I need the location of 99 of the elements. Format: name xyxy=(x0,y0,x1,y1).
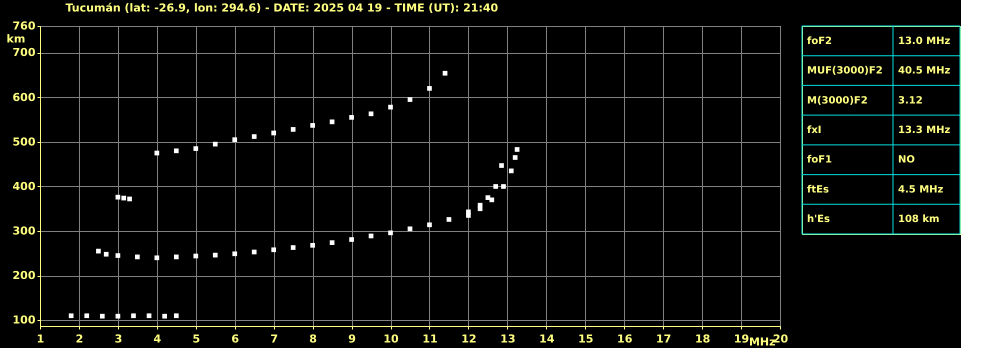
point xyxy=(271,130,276,136)
y-tick-label: 760 xyxy=(12,20,36,32)
y-axis-title: km xyxy=(6,32,26,46)
point xyxy=(349,115,354,120)
point xyxy=(174,148,179,154)
point xyxy=(514,147,520,152)
point xyxy=(252,250,257,254)
x-tick-label: 4 xyxy=(154,332,162,346)
point xyxy=(349,237,354,242)
point xyxy=(388,230,393,236)
y-tick-label: 200 xyxy=(12,269,36,282)
point xyxy=(193,146,198,151)
x-tick-label: 17 xyxy=(656,332,672,346)
x-tick-label: 8 xyxy=(309,332,317,346)
point xyxy=(212,142,218,146)
point xyxy=(154,255,160,260)
point xyxy=(290,127,296,132)
x-tick-label: 13 xyxy=(500,332,516,346)
point xyxy=(131,313,136,318)
point xyxy=(116,314,120,319)
text: 40.5 MHz xyxy=(898,66,950,77)
point xyxy=(174,313,179,318)
point xyxy=(146,313,152,318)
point xyxy=(271,247,276,252)
x-tick-label: 7 xyxy=(270,332,278,346)
text: foF2 xyxy=(807,36,832,47)
point xyxy=(162,314,167,319)
point xyxy=(193,254,198,258)
x-tick-label: 19 xyxy=(734,332,750,346)
y-tick-label: 700 xyxy=(12,46,36,60)
text: 13.3 MHz xyxy=(898,125,950,136)
text: fxI xyxy=(807,125,822,136)
point xyxy=(68,313,74,318)
y-tick-label: 500 xyxy=(12,135,36,148)
x-tick-label: 3 xyxy=(114,332,122,346)
point xyxy=(408,97,412,102)
point xyxy=(489,198,494,202)
chart-title: Tucumán (lat: -26.9, lon: 294.6) - DATE: 2025 04 19 - TIME (UT): 21:40 xyxy=(66,2,498,14)
point xyxy=(368,234,374,238)
point xyxy=(290,245,296,250)
text: MUF(3000)F2 xyxy=(807,66,883,77)
point xyxy=(232,251,238,256)
point xyxy=(427,86,432,91)
point xyxy=(212,252,218,258)
text: M(3000)F2 xyxy=(807,95,868,106)
text: foF1 xyxy=(807,154,832,166)
point xyxy=(174,254,179,260)
text: 13.0 MHz xyxy=(898,36,950,47)
x-tick-label: 1 xyxy=(36,332,44,346)
y-tick-label: 100 xyxy=(12,314,36,327)
point xyxy=(154,150,160,156)
point xyxy=(512,155,518,160)
x-tick-label: 12 xyxy=(461,332,477,346)
point xyxy=(408,226,412,232)
point xyxy=(104,252,109,257)
text: NO xyxy=(898,154,915,166)
point xyxy=(100,314,105,319)
text: h'Es xyxy=(807,214,830,226)
point xyxy=(310,242,315,248)
point xyxy=(501,184,506,189)
x-tick-label: 10 xyxy=(383,332,400,346)
point xyxy=(368,111,374,116)
point xyxy=(493,184,498,189)
point xyxy=(96,248,101,254)
point xyxy=(466,213,471,218)
point xyxy=(116,253,120,258)
x-tick-label: 11 xyxy=(422,332,438,346)
point xyxy=(84,313,90,318)
x-tick-label: 16 xyxy=(617,332,633,346)
x-tick-label: 14 xyxy=(539,332,555,346)
point xyxy=(388,104,393,110)
point xyxy=(478,206,482,212)
x-tick-label: 5 xyxy=(192,332,200,346)
text: ftEs xyxy=(807,184,829,196)
x-tick-label: 6 xyxy=(231,332,240,346)
point xyxy=(442,70,448,76)
text: 3.12 xyxy=(898,95,923,106)
point xyxy=(121,196,126,200)
point xyxy=(446,217,452,222)
point xyxy=(427,222,432,228)
y-tick-label: 600 xyxy=(12,90,36,104)
point xyxy=(135,254,140,260)
y-tick-label: 300 xyxy=(12,224,36,238)
x-tick-label: 18 xyxy=(694,332,710,346)
y-tick-label: 400 xyxy=(12,180,36,193)
point xyxy=(252,134,257,139)
text: 4.5 MHz xyxy=(898,184,944,196)
x-tick-label: 15 xyxy=(578,332,594,346)
point xyxy=(330,119,334,124)
x-tick-label: 9 xyxy=(348,332,356,346)
x-tick-label: 2 xyxy=(76,332,84,346)
point xyxy=(232,137,238,142)
point xyxy=(310,123,315,128)
point xyxy=(499,163,504,168)
point xyxy=(116,194,120,200)
point xyxy=(127,196,132,202)
point xyxy=(508,168,514,174)
text: 108 km xyxy=(898,214,940,226)
point xyxy=(330,240,334,245)
